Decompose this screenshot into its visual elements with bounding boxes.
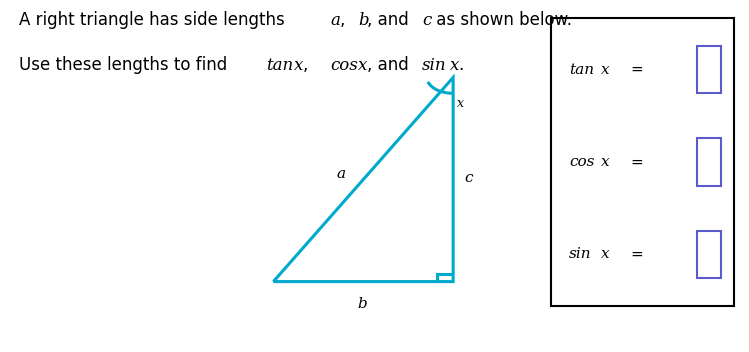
Bar — [697, 231, 721, 278]
Text: =: = — [630, 247, 643, 262]
Text: tan: tan — [569, 63, 595, 76]
Text: A right triangle has side lengths: A right triangle has side lengths — [19, 11, 290, 29]
Bar — [697, 46, 721, 93]
Text: b: b — [357, 297, 367, 312]
Text: a: a — [330, 12, 340, 29]
Text: as shown below.: as shown below. — [431, 11, 572, 29]
Text: ,: , — [303, 56, 319, 74]
Text: =: = — [630, 62, 643, 77]
Text: x: x — [457, 98, 464, 110]
Text: c: c — [422, 12, 431, 29]
Text: ,: , — [339, 11, 351, 29]
Text: x: x — [358, 57, 367, 74]
Text: c: c — [464, 171, 473, 185]
Text: sin: sin — [569, 247, 592, 261]
Text: x: x — [601, 63, 610, 76]
Text: a: a — [336, 167, 345, 181]
Text: b: b — [358, 12, 369, 29]
Text: , and: , and — [367, 11, 414, 29]
Text: Use these lengths to find: Use these lengths to find — [19, 56, 237, 74]
Bar — [551, 18, 734, 306]
Text: x: x — [449, 57, 459, 74]
Text: x: x — [601, 155, 610, 169]
Text: x: x — [601, 247, 610, 261]
Text: .: . — [458, 56, 464, 74]
Text: cos: cos — [330, 57, 358, 74]
Text: sin: sin — [422, 57, 446, 74]
Text: x: x — [294, 57, 303, 74]
Text: , and: , and — [367, 56, 414, 74]
Text: cos: cos — [569, 155, 595, 169]
Text: tan: tan — [266, 57, 294, 74]
Bar — [697, 138, 721, 186]
Text: =: = — [630, 155, 643, 169]
